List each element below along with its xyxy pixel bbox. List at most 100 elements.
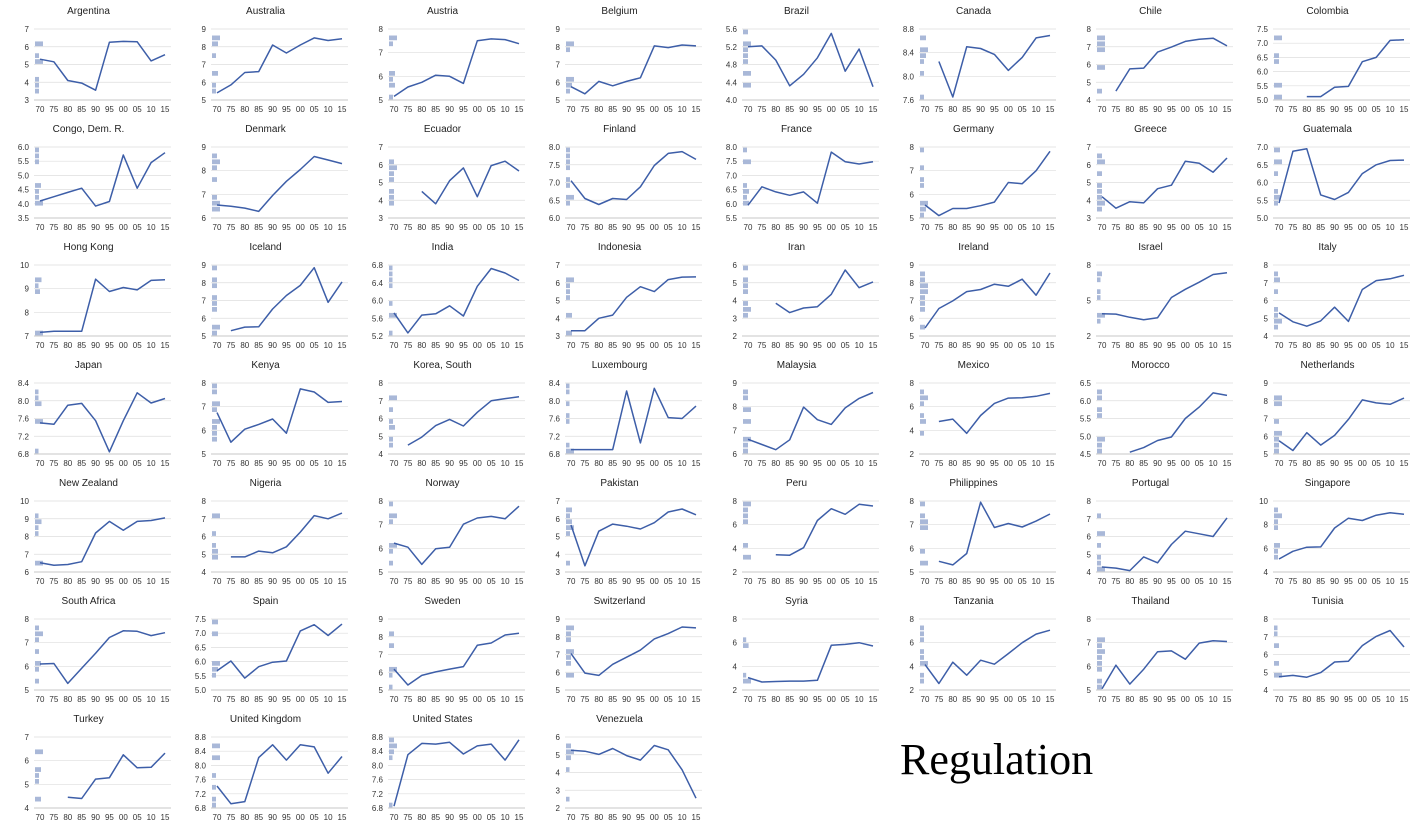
distribution-bar: [389, 501, 393, 507]
x-tick-label: 70: [567, 813, 576, 822]
x-tick-label: 70: [1275, 341, 1284, 350]
x-tick-label: 90: [91, 695, 100, 704]
distribution-bar: [389, 71, 395, 76]
x-tick-label: 70: [1275, 459, 1284, 468]
y-tick-label: 3: [379, 214, 384, 223]
distribution-bar: [212, 330, 217, 336]
distribution-bar: [1097, 88, 1102, 94]
distribution-bar: [389, 666, 397, 672]
x-tick-label: 90: [622, 105, 631, 114]
panel-india: India 5.2 5.6 6.0 6.4 6.8 70 75 80 85 90 95 00 05 10 15: [354, 236, 531, 354]
panel-chart: 6 7 8 9 70 75 80 85 90 95 00 05 10 15: [733, 379, 879, 468]
x-tick-label: 85: [1139, 577, 1148, 586]
distribution-bar: [1097, 153, 1102, 159]
distribution-bar: [920, 277, 925, 283]
distribution-bar: [566, 531, 570, 536]
y-tick-label: 8.0: [372, 761, 384, 770]
distribution-bar: [35, 41, 43, 47]
y-tick-label: 7: [1087, 515, 1092, 524]
distribution-bar: [566, 383, 570, 389]
y-tick-label: 9: [910, 261, 915, 270]
distribution-bar: [389, 425, 395, 430]
y-tick-label: 10: [20, 261, 29, 270]
series-line: [938, 392, 1051, 435]
panel-iran: Iran 2 3 4 5 6 70 75 80 85 90 95 00 05 10 15: [708, 236, 885, 354]
series-line: [1278, 512, 1405, 560]
distribution-bar: [389, 407, 393, 412]
distribution-bar: [566, 649, 574, 654]
y-tick-label: 5.0: [1080, 432, 1092, 441]
x-tick-label: 70: [567, 459, 576, 468]
y-tick-label: 5: [556, 751, 561, 760]
x-tick-label: 85: [962, 341, 971, 350]
x-tick-label: 75: [580, 105, 589, 114]
y-tick-label: 8.0: [549, 397, 561, 406]
panel-chart: 2 3 4 5 6 70 75 80 85 90 95 00 05 10 15: [733, 261, 879, 350]
distribution-bar: [743, 507, 748, 513]
y-tick-label: 8.0: [726, 143, 738, 152]
distribution-bar: [920, 548, 925, 554]
distribution-bar: [1274, 419, 1279, 424]
distribution-bar: [1274, 661, 1279, 666]
panel-title: Netherlands: [1300, 360, 1355, 371]
x-tick-label: 15: [338, 341, 347, 350]
x-tick-label: 85: [1316, 695, 1325, 704]
y-tick-label: 7: [202, 190, 207, 199]
y-tick-label: 7.5: [1257, 25, 1269, 34]
series-line: [775, 503, 874, 556]
y-tick-label: 6: [1264, 544, 1269, 553]
y-tick-label: 5: [1087, 297, 1092, 306]
x-tick-label: 85: [785, 577, 794, 586]
x-tick-label: 75: [580, 341, 589, 350]
y-tick-label: 6: [25, 662, 30, 671]
distribution-bar: [389, 543, 397, 548]
x-tick-label: 85: [431, 577, 440, 586]
y-tick-label: 7.6: [903, 96, 915, 105]
x-tick-label: 70: [213, 223, 222, 232]
distribution-bar: [35, 389, 39, 395]
x-tick-label: 80: [63, 695, 72, 704]
distribution-bar: [1274, 271, 1278, 277]
x-tick-label: 85: [962, 577, 971, 586]
y-tick-label: 5: [379, 432, 384, 441]
y-tick-label: 7: [202, 61, 207, 70]
x-tick-label: 85: [431, 105, 440, 114]
x-tick-label: 95: [105, 813, 114, 822]
y-tick-label: 8.8: [372, 733, 384, 742]
y-tick-label: 5: [910, 568, 915, 577]
y-tick-label: 8: [910, 615, 915, 624]
y-tick-label: 9: [556, 615, 561, 624]
distribution-bar: [35, 773, 39, 778]
panel-hong-kong: Hong Kong 7 8 9 10 70 75 80 85 90 95 00 05 10 15: [0, 236, 177, 354]
series-line: [1101, 157, 1228, 209]
x-tick-label: 70: [567, 577, 576, 586]
distribution-bar: [566, 147, 570, 153]
y-tick-label: 8: [733, 403, 738, 412]
y-tick-label: 5.0: [18, 171, 30, 180]
distribution-bar: [743, 395, 748, 401]
x-tick-label: 85: [962, 695, 971, 704]
panel-title: Spain: [252, 596, 279, 607]
distribution-bar: [1274, 442, 1279, 448]
panel-indonesia: Indonesia 3 4 5 6 7 70 75 80 85 90 95 00 05 10 15: [531, 236, 708, 354]
y-tick-label: 4: [733, 297, 738, 306]
x-tick-label: 90: [1330, 577, 1339, 586]
x-tick-label: 75: [580, 813, 589, 822]
x-tick-label: 90: [1330, 223, 1339, 232]
x-tick-label: 70: [390, 459, 399, 468]
distribution-bar: [920, 395, 928, 401]
y-tick-label: 8: [379, 497, 384, 506]
panel-title: Indonesia: [597, 242, 642, 253]
distribution-bar: [212, 295, 217, 300]
distribution-bar: [389, 301, 393, 306]
x-tick-label: 85: [785, 341, 794, 350]
distribution-bar: [1097, 436, 1105, 442]
x-tick-label: 90: [268, 105, 277, 114]
distribution-bar: [1097, 554, 1101, 560]
x-tick-label: 75: [49, 341, 58, 350]
distribution-bar: [1097, 271, 1102, 277]
y-tick-label: 5: [379, 568, 384, 577]
y-tick-label: 2: [556, 804, 561, 813]
distribution-bar: [1274, 289, 1278, 294]
y-tick-label: 7: [910, 167, 915, 176]
